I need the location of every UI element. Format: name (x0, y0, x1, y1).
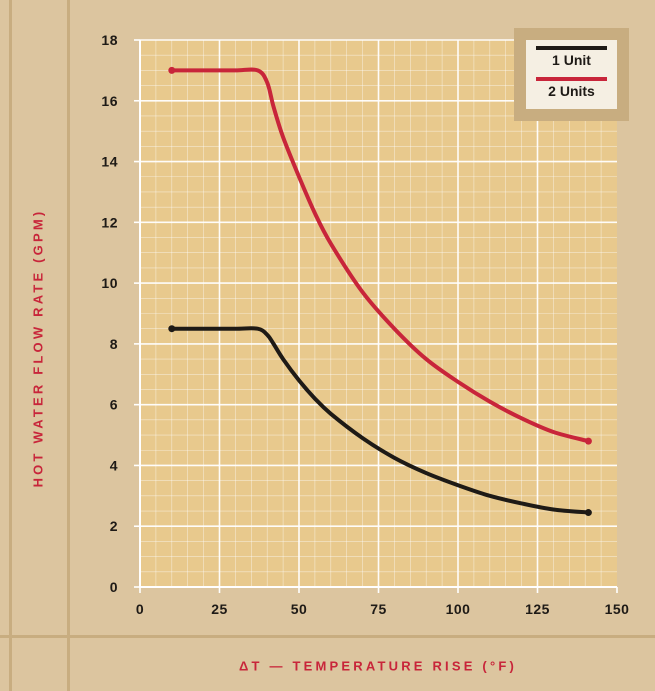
panel-divider-outer (9, 0, 12, 691)
series-line-1-unit (169, 326, 591, 515)
axes: 0 25 50 75 100 125 150 0 2 4 6 8 10 12 14 16 18 (101, 32, 629, 617)
y-tick-label: 12 (101, 214, 118, 230)
series-endpoint-2-units (168, 66, 176, 74)
x-axis-label: ΔT — TEMPERATURE RISE (°F) (238, 658, 518, 674)
series-endpoint-1-unit (584, 509, 592, 517)
series-endpoint-1-unit (168, 325, 176, 333)
x-tick-label: 25 (211, 601, 228, 617)
x-tick-label: 100 (446, 601, 471, 617)
legend-panel (526, 40, 617, 109)
panel-divider-bottom (0, 635, 655, 638)
y-tick-label: 8 (110, 336, 118, 352)
y-tick-label: 0 (110, 579, 118, 595)
x-tick-label: 75 (370, 601, 387, 617)
y-axis-label: HOT WATER FLOW RATE (GPM) (30, 208, 46, 488)
y-tick-label: 16 (101, 93, 118, 109)
legend-label-1-unit: 1 Unit (552, 52, 591, 68)
series-endpoint-2-units (584, 437, 592, 445)
legend-label-2-units: 2 Units (548, 83, 595, 99)
y-tick-label: 6 (110, 397, 118, 413)
legend: 1 Unit 2 Units (514, 28, 629, 121)
y-tick-label: 10 (101, 275, 118, 291)
grid (140, 39, 617, 587)
y-tick-label: 2 (110, 518, 118, 534)
series-layer (168, 66, 592, 517)
y-tick-label: 4 (110, 457, 118, 473)
y-tick-label: 14 (101, 154, 118, 170)
series-line-2-units (169, 67, 591, 444)
panel-divider-left (67, 0, 70, 691)
x-tick-label: 0 (136, 601, 144, 617)
x-tick-label: 125 (525, 601, 550, 617)
y-tick-label: 18 (101, 32, 118, 48)
x-tick-label: 50 (291, 601, 308, 617)
x-tick-label: 150 (605, 601, 630, 617)
